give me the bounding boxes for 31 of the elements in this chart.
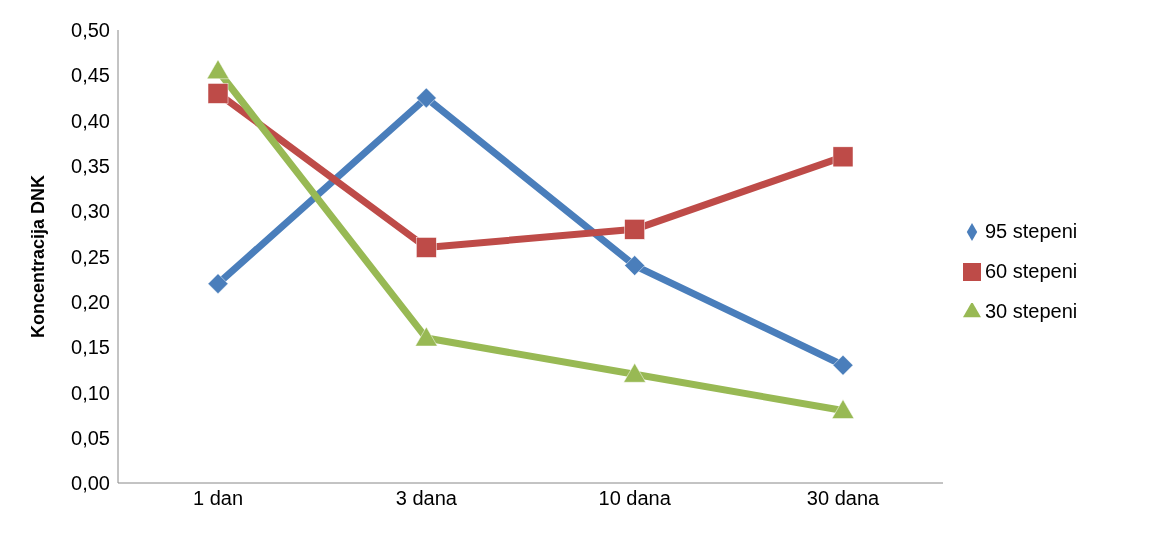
x-tick-label: 10 dana: [598, 487, 672, 510]
point: [207, 83, 229, 104]
y-tick-label: 0,30: [71, 200, 110, 223]
legend-label: 60 stepeni: [985, 259, 1078, 282]
point: [624, 219, 645, 240]
y-tick-label: 0,25: [71, 245, 110, 268]
y-tick-label: 0,40: [71, 109, 110, 132]
y-tick-label: 0,35: [71, 155, 110, 177]
point: [624, 255, 645, 276]
point: [416, 237, 437, 258]
y-tick-label: 0,05: [71, 426, 110, 449]
y-axis-title: Koncentracija DNK: [28, 174, 49, 339]
point: [832, 146, 854, 168]
y-tick-label: 0,45: [71, 64, 110, 87]
y-tick-label: 0,50: [71, 19, 110, 42]
point: [206, 59, 230, 80]
y-tick-label: 0,20: [71, 290, 110, 313]
y-tick-label: 0,15: [71, 336, 110, 359]
x-tick-label: 3 dana: [395, 487, 458, 510]
x-tick-label: 30 dana: [806, 487, 881, 510]
legend-label: 30 stepeni: [985, 299, 1078, 322]
y-tick-label: 0,10: [71, 381, 110, 404]
point: [207, 273, 229, 294]
point: [415, 326, 438, 347]
point: [416, 87, 437, 109]
point: [832, 354, 854, 376]
legend-label: 95 stepeni: [985, 219, 1078, 242]
point: [831, 399, 855, 419]
point: [623, 363, 646, 383]
x-tick-label: 1 dan: [192, 487, 244, 510]
y-tick-label: 0,00: [71, 472, 110, 495]
